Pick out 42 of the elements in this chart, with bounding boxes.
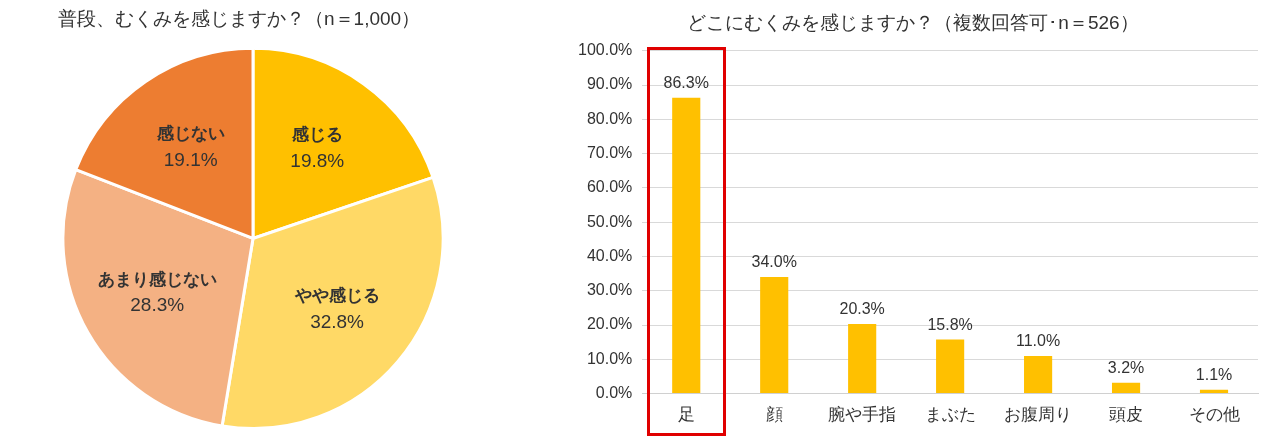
y-tick-label: 40.0% — [586, 246, 633, 264]
data-label: 86.3% — [663, 74, 709, 92]
data-label: 32.8% — [310, 310, 365, 332]
slice-label: やや感じる — [293, 286, 380, 306]
data-label: 15.8% — [927, 315, 973, 333]
x-tick-label: まぶた — [924, 405, 976, 425]
data-label: 19.1% — [163, 148, 218, 170]
x-tick-label: 足 — [677, 405, 695, 425]
y-tick-label: 20.0% — [586, 315, 633, 333]
data-label: 20.3% — [839, 300, 885, 318]
y-tick-label: 80.0% — [586, 109, 633, 127]
bar — [936, 339, 965, 394]
bar — [672, 97, 701, 394]
y-tick-label: 0.0% — [595, 384, 633, 402]
y-tick-label: 70.0% — [586, 144, 633, 162]
data-label: 3.2% — [1107, 359, 1145, 377]
slice-label: あまり感じない — [97, 269, 217, 289]
y-tick-label: 60.0% — [586, 178, 633, 196]
x-tick-label: 頭皮 — [1109, 405, 1144, 425]
chart-title: 普段、むくみを感じますか？（n＝1,000） — [58, 7, 421, 29]
y-tick-label: 50.0% — [586, 212, 633, 230]
slice-label: 感じない — [155, 124, 225, 144]
data-label: 34.0% — [751, 253, 797, 271]
bar — [848, 324, 877, 394]
x-tick-label: 腕や手指 — [828, 405, 897, 425]
slice-label: 感じる — [290, 125, 343, 145]
data-label: 11.0% — [1016, 332, 1061, 350]
chart-title: どこにむくみを感じますか？（複数回答可･n＝526） — [687, 11, 1139, 33]
y-tick-label: 90.0% — [586, 75, 633, 93]
x-tick-label: その他 — [1188, 405, 1240, 425]
bar — [1199, 389, 1229, 394]
y-tick-label: 30.0% — [586, 281, 633, 299]
y-tick-label: 100.0% — [578, 41, 633, 59]
bar — [1024, 355, 1053, 394]
bar — [1111, 382, 1141, 394]
bar — [760, 277, 789, 394]
data-label: 19.8% — [290, 150, 345, 172]
data-label: 1.1% — [1195, 366, 1233, 384]
x-tick-label: お腹周り — [1004, 405, 1073, 425]
x-tick-label: 顔 — [765, 405, 783, 425]
y-tick-label: 10.0% — [586, 349, 633, 367]
data-label: 28.3% — [130, 294, 185, 316]
